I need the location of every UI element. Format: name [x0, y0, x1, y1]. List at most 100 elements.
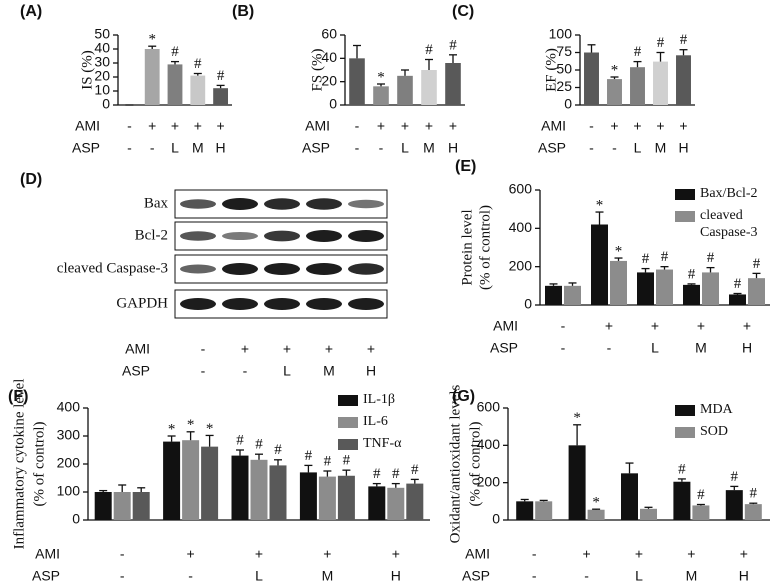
bar	[406, 483, 424, 520]
significance-mark: *	[615, 243, 623, 259]
row-value: M	[655, 140, 667, 156]
row-value: -	[561, 318, 566, 334]
row-value: +	[656, 118, 664, 134]
bar	[656, 269, 673, 305]
bar	[653, 61, 668, 105]
y-axis-label: FS (%)	[309, 49, 325, 92]
bar	[337, 475, 355, 520]
legend-box: TNF-α	[363, 436, 401, 451]
legend-swatch	[338, 417, 358, 428]
row-value: H	[742, 340, 752, 356]
bar	[564, 285, 581, 305]
row-label: ASP	[538, 140, 566, 156]
error-bar	[372, 482, 381, 487]
row-value: +	[687, 546, 695, 562]
significance-mark: *	[148, 32, 156, 48]
y-tick-label: 25	[556, 78, 572, 94]
error-bar	[255, 453, 263, 460]
error-bar	[520, 498, 529, 502]
significance-mark: #	[324, 453, 332, 469]
row-label: AMI	[35, 546, 60, 562]
y-tick-label: 100	[57, 483, 81, 499]
band-label: cleaved Caspase-3	[57, 260, 168, 276]
y-tick-label: 75	[556, 43, 572, 59]
error-bar	[687, 283, 696, 285]
significance-mark: #	[274, 442, 282, 458]
bar	[640, 508, 657, 520]
row-value: +	[325, 341, 333, 357]
row-label: AMI	[125, 341, 150, 357]
row-label: ASP	[122, 363, 150, 379]
bar	[397, 75, 413, 105]
error-bar	[625, 462, 634, 474]
bar	[421, 70, 437, 105]
bar	[535, 501, 553, 520]
significance-mark: #	[657, 35, 665, 51]
legend-label: IL-1β	[363, 392, 395, 407]
row-value: H	[391, 568, 401, 584]
error-bar	[677, 478, 686, 482]
y-tick-label: 400	[477, 436, 501, 452]
significance-mark: #	[255, 437, 263, 453]
band-label: Bax	[144, 195, 169, 211]
significance-mark: #	[707, 250, 715, 266]
bar	[516, 501, 534, 520]
row-value: -	[120, 546, 125, 562]
row-value: +	[651, 318, 659, 334]
bar	[607, 79, 622, 105]
band	[348, 298, 384, 310]
y-tick-label: 10	[94, 82, 110, 98]
error-bar	[610, 76, 619, 80]
y-tick-label: 40	[94, 40, 110, 56]
error-bar	[353, 44, 361, 59]
row-value: -	[243, 363, 248, 379]
error-bar	[425, 58, 433, 70]
significance-mark: #	[697, 487, 705, 503]
row-label: ASP	[302, 140, 330, 156]
legend-swatch	[675, 211, 695, 222]
y-axis-label: (% of control)	[31, 422, 47, 507]
bar	[163, 441, 181, 520]
row-value: M	[686, 568, 698, 584]
panel-label: (C)	[452, 3, 474, 20]
legend-box: Bax/Bcl-2	[700, 186, 758, 201]
significance-mark: *	[611, 62, 619, 78]
bar	[349, 58, 365, 105]
y-tick-label: 400	[509, 219, 533, 235]
row-value: +	[610, 118, 618, 134]
significance-mark: #	[678, 461, 686, 477]
y-tick-label: 20	[321, 72, 337, 88]
band	[180, 231, 216, 241]
y-tick-label: 400	[57, 399, 81, 415]
row-value: L	[283, 363, 291, 379]
y-tick-label: 0	[524, 296, 532, 312]
row-value: -	[201, 363, 206, 379]
row-value: +	[679, 118, 687, 134]
bar	[231, 455, 249, 520]
significance-mark: #	[392, 466, 400, 482]
band	[306, 230, 342, 242]
y-tick-label: 40	[321, 49, 337, 65]
row-value: +	[323, 546, 331, 562]
band	[264, 298, 300, 310]
error-bar	[730, 485, 739, 491]
western-blot	[174, 189, 388, 319]
row-label: ASP	[72, 140, 100, 156]
row-value: +	[171, 118, 179, 134]
panel-label: (E)	[455, 158, 476, 175]
bar	[190, 75, 206, 105]
error-bar	[644, 506, 653, 509]
band	[222, 198, 258, 210]
band	[180, 298, 216, 310]
error-bar	[573, 424, 582, 446]
band	[180, 264, 216, 274]
row-value: -	[532, 568, 537, 584]
legend-label: SOD	[700, 424, 729, 439]
row-value: H	[739, 568, 749, 584]
row-value: -	[127, 118, 132, 134]
y-axis-label: Protein level	[459, 209, 475, 285]
significance-mark: *	[206, 421, 214, 437]
row-value: +	[367, 341, 375, 357]
significance-mark: #	[661, 249, 669, 265]
